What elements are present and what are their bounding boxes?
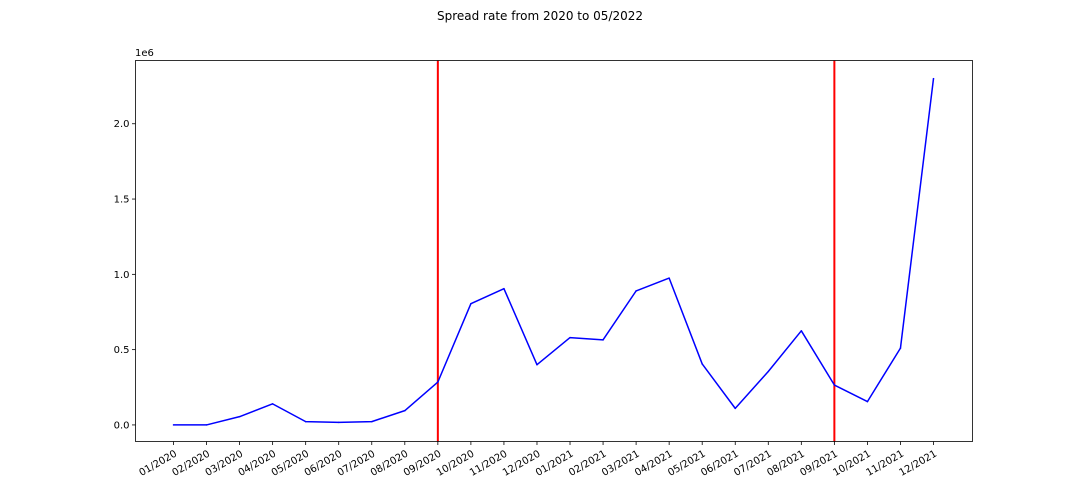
y-tick-label: 2.0 [114, 119, 130, 130]
data-point [701, 363, 703, 365]
axis-ticks: 0.00.51.01.52.001/202002/202003/202004/2… [114, 119, 939, 479]
data-point [899, 347, 902, 349]
data-point [404, 409, 406, 412]
data-point [668, 277, 670, 279]
data-point [437, 381, 439, 383]
series-line [173, 78, 935, 426]
data-point [503, 287, 505, 290]
data-point [734, 407, 736, 410]
y-axis-offset-label: 1e6 [135, 48, 154, 59]
chart-title: Spread rate from 2020 to 05/2022 [437, 9, 643, 23]
data-point [271, 403, 274, 405]
y-tick-label: 0.5 [114, 345, 130, 356]
data-point [238, 415, 241, 418]
data-point [932, 77, 935, 80]
data-point [866, 400, 869, 403]
data-point [833, 384, 836, 386]
y-tick-label: 0.0 [114, 420, 130, 431]
data-point [337, 421, 340, 424]
x-tick-label: 12/2021 [898, 449, 939, 479]
data-point [536, 363, 538, 366]
series-layer [172, 77, 935, 426]
data-point [304, 420, 307, 423]
data-point [172, 424, 175, 426]
plot-area-frame [135, 60, 973, 442]
data-point [205, 424, 208, 426]
y-tick-label: 1.0 [114, 270, 130, 281]
data-point [767, 370, 770, 373]
data-point [800, 330, 803, 332]
data-point [569, 336, 571, 339]
vertical-markers [436, 60, 836, 442]
data-point [470, 302, 472, 305]
data-point [602, 339, 604, 341]
y-tick-label: 1.5 [114, 195, 130, 206]
data-point [635, 290, 637, 292]
data-point [371, 420, 373, 423]
